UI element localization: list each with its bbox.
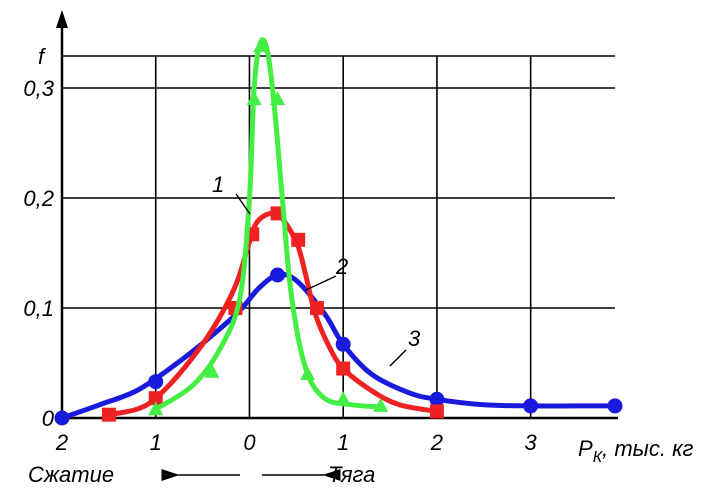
series-1-label: 1 <box>212 172 224 197</box>
y-tick-label: 0,1 <box>23 296 54 321</box>
series-3-point <box>429 391 445 407</box>
series-1-leader <box>235 193 251 215</box>
x-tick-label: 3 <box>525 430 538 455</box>
series-1-point <box>270 91 286 105</box>
series-1-point <box>148 401 164 416</box>
series-2-point <box>309 301 324 315</box>
series-3-point <box>335 336 351 352</box>
series-2-point <box>429 404 444 419</box>
axes <box>56 10 618 420</box>
series-2 <box>101 206 444 422</box>
x-tick-label: 0 <box>243 430 256 455</box>
series-layer <box>54 37 623 426</box>
direction-label-compression: Сжатие <box>28 462 114 487</box>
y-axis-arrow <box>56 10 68 28</box>
y-tick-label: 0,2 <box>23 186 54 211</box>
direction-label-tension: Тяга <box>328 462 375 487</box>
x-tick-label: 1 <box>337 430 349 455</box>
series-1-point <box>253 38 269 53</box>
series-1-point <box>373 397 389 412</box>
x-axis-label-subscript: К <box>593 449 604 466</box>
series-1-point <box>246 91 262 105</box>
series-3-point <box>54 410 70 426</box>
x-axis-label-main: P <box>578 436 593 461</box>
y-axis-label: f <box>38 44 47 69</box>
series-1-line <box>153 37 384 412</box>
y-tick-label: 0,3 <box>23 76 54 101</box>
x-tick-label: 1 <box>150 430 162 455</box>
series-2-label: 2 <box>335 254 348 279</box>
x-axis-label-units: , тыс. кг <box>602 436 693 461</box>
series-2-point <box>291 232 306 247</box>
series-1-point <box>335 391 351 406</box>
series-2-point <box>148 391 163 406</box>
grid <box>62 55 615 418</box>
y-tick-label: 0 <box>42 406 55 431</box>
series-2-point <box>101 407 116 422</box>
series-3-point <box>523 398 539 414</box>
series-labels: 1 2 3 <box>212 172 421 367</box>
series-1-point <box>204 363 220 378</box>
series-2-leader <box>305 275 337 291</box>
series-3-label: 3 <box>408 326 421 351</box>
series-3-leader <box>389 349 407 367</box>
series-1 <box>148 37 389 416</box>
series-3-point <box>270 267 286 283</box>
series-3-point <box>148 374 164 390</box>
x-axis-label: PК, тыс. кг <box>578 436 693 466</box>
tick-labels: 2 1 0 1 2 3 0 0,1 0,2 0,3 <box>23 76 537 455</box>
x-tick-label: 2 <box>55 430 68 455</box>
series-1-point <box>300 366 316 380</box>
series-3-point <box>607 398 623 414</box>
series-2-point <box>336 361 351 376</box>
x-tick-label: 2 <box>430 430 443 455</box>
